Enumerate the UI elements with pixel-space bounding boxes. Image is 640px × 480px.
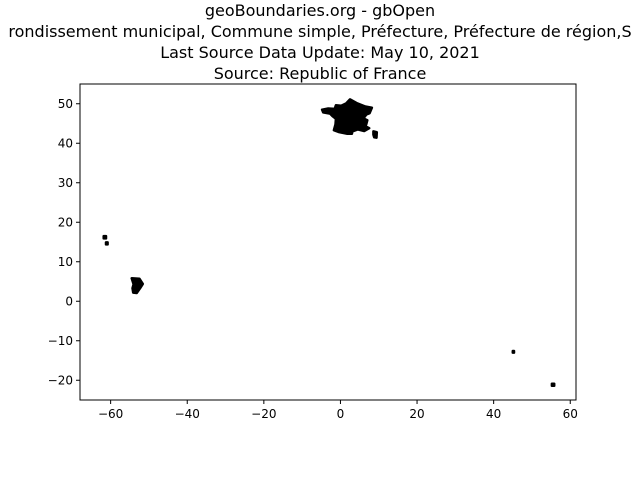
- region-reunion: [550, 382, 556, 388]
- x-tick-label: −20: [251, 407, 276, 421]
- y-tick-label: 30: [58, 176, 73, 190]
- y-tick-label: 0: [65, 294, 73, 308]
- chart-title-block: geoBoundaries.org - gbOpen rondissement …: [0, 0, 640, 84]
- chart-subtitle-update: Last Source Data Update: May 10, 2021: [160, 43, 480, 62]
- chart-subtitle-source: Source: Republic of France: [213, 64, 427, 83]
- y-tick-label: −10: [48, 334, 73, 348]
- region-martinique: [104, 241, 109, 246]
- y-axis: −20 −10 0 10 20 30 40 50: [48, 97, 80, 387]
- region-french-guiana: [130, 277, 145, 295]
- y-tick-label: 10: [58, 255, 73, 269]
- y-tick-label: 20: [58, 215, 73, 229]
- region-metropolitan: [320, 98, 374, 136]
- x-axis: −60 −40 −20 0 20 40 60: [98, 400, 578, 421]
- x-tick-label: 60: [563, 407, 578, 421]
- x-tick-label: 40: [486, 407, 501, 421]
- region-corsica: [372, 130, 379, 139]
- chart-title: geoBoundaries.org - gbOpen: [204, 1, 436, 20]
- chart-subtitle-levels: rondissement municipal, Commune simple, …: [8, 22, 632, 41]
- map-shapes: [102, 98, 556, 388]
- region-guadeloupe: [102, 234, 108, 240]
- x-tick-label: −60: [98, 407, 123, 421]
- y-tick-label: −20: [48, 373, 73, 387]
- y-tick-label: 40: [58, 136, 73, 150]
- plot-frame: [79, 83, 577, 401]
- region-mayotte: [511, 349, 516, 354]
- y-tick-label: 50: [58, 97, 73, 111]
- x-tick-label: −40: [175, 407, 200, 421]
- x-tick-label: 20: [409, 407, 424, 421]
- x-tick-label: 0: [337, 407, 345, 421]
